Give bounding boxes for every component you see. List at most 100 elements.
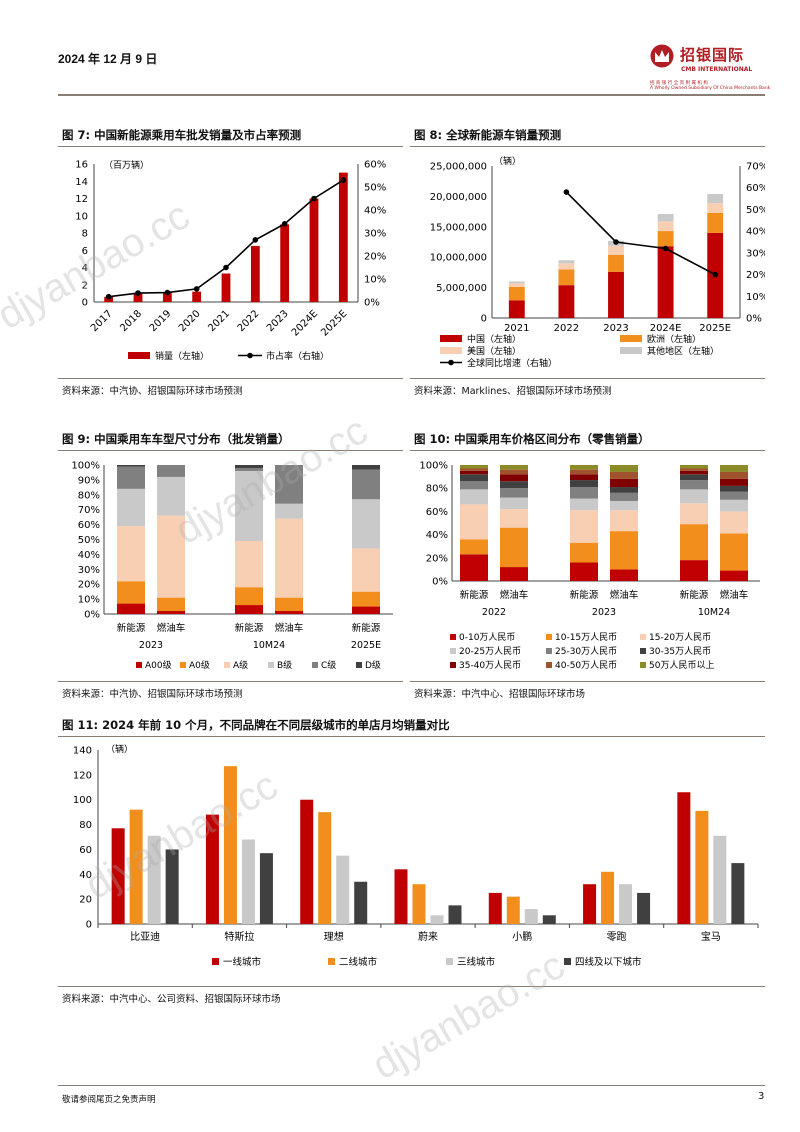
bar-segment bbox=[460, 468, 488, 471]
legend-swatch bbox=[450, 662, 456, 668]
bar-segment bbox=[610, 478, 638, 488]
bar-segment bbox=[720, 485, 748, 492]
bar-segment bbox=[508, 281, 525, 284]
bar-label: 新能源 bbox=[352, 622, 381, 634]
y-tick-label: 16 bbox=[75, 160, 88, 171]
x-tick-label: 小鹏 bbox=[512, 930, 532, 943]
bar-segment bbox=[570, 542, 598, 563]
y-tick-label: 20,000,000 bbox=[430, 192, 487, 203]
y-tick-label: 120 bbox=[73, 770, 92, 781]
bar bbox=[524, 909, 538, 924]
y-tick-label: 40 bbox=[79, 870, 92, 881]
group-label: 2025E bbox=[351, 640, 381, 651]
fig11-chart: 0 20 40 60 80 100 120 140 （辆） 比亚迪 特斯拉 理想 蔚来 小鹏 零跑 宝马一线城… bbox=[73, 743, 759, 968]
x-tick-label: 2022 bbox=[554, 323, 579, 334]
bar bbox=[192, 291, 202, 302]
x-tick-label: 宝马 bbox=[701, 930, 721, 943]
y-tick-label: 15,000,000 bbox=[430, 222, 487, 233]
legend-label: 三线城市 bbox=[457, 956, 496, 968]
logo-sub-cn: 招 商 银 行 全 资 附 属 机 构 bbox=[650, 81, 708, 86]
bar bbox=[695, 810, 709, 924]
y-tick-label: 0% bbox=[432, 577, 448, 588]
fig9-top-rule bbox=[58, 450, 403, 451]
legend-swatch bbox=[564, 958, 571, 965]
legend-swatch bbox=[440, 347, 462, 354]
legend-label: 四线及以下城市 bbox=[575, 956, 642, 968]
bar bbox=[309, 198, 319, 302]
legend-swatch bbox=[128, 352, 150, 359]
fig11-source: 资料来源：中汽中心、公司资料、招银国际环球市场 bbox=[62, 994, 281, 1005]
group-label: 2023 bbox=[592, 607, 616, 618]
fig11-bottom-rule bbox=[58, 986, 765, 987]
fig10-bottom-rule bbox=[410, 681, 765, 682]
bar-segment bbox=[570, 562, 598, 581]
legend-label: 全球同比增速（右轴） bbox=[467, 357, 557, 369]
bar-label: 新能源 bbox=[460, 589, 489, 601]
y-tick-label: 10,000,000 bbox=[430, 253, 487, 264]
share-point bbox=[340, 177, 347, 183]
bar-label: 新能源 bbox=[680, 589, 709, 601]
bar bbox=[601, 871, 615, 924]
group-label: 10M24 bbox=[698, 607, 730, 618]
bar-segment bbox=[610, 492, 638, 501]
bar-label: 燃油车 bbox=[720, 589, 749, 601]
bar-segment bbox=[500, 474, 528, 482]
bar-segment bbox=[610, 471, 638, 479]
bar-segment bbox=[352, 465, 380, 470]
cmbi-logo-icon bbox=[650, 44, 674, 68]
bar-label: 燃油车 bbox=[157, 622, 186, 634]
legend-swatch bbox=[312, 662, 318, 668]
legend-label: 市占率（右轴） bbox=[266, 350, 329, 362]
bar-segment bbox=[508, 300, 525, 318]
unit-label: （辆） bbox=[106, 743, 133, 755]
legend-swatch bbox=[440, 335, 462, 342]
bar-segment bbox=[352, 606, 380, 614]
bar-segment bbox=[720, 533, 748, 571]
group-label: 2022 bbox=[482, 607, 506, 618]
y-tick-label-right: 30% bbox=[746, 248, 765, 259]
bar-segment bbox=[500, 567, 528, 581]
bar bbox=[221, 273, 231, 302]
bar-segment bbox=[720, 465, 748, 472]
bar-segment bbox=[157, 465, 185, 477]
legend-label: 35-40万人民币 bbox=[459, 660, 521, 671]
bar-label: 燃油车 bbox=[610, 589, 639, 601]
y-tick-label-right: 50% bbox=[746, 205, 765, 216]
growth-point bbox=[712, 271, 718, 278]
legend-swatch bbox=[620, 347, 642, 354]
bar-segment bbox=[610, 510, 638, 532]
y-tick-label: 80% bbox=[426, 484, 448, 495]
fig9-bottom-rule bbox=[58, 681, 403, 682]
bar-segment bbox=[235, 540, 263, 588]
bar-segment bbox=[500, 469, 528, 475]
x-tick-label: 2022 bbox=[236, 308, 262, 334]
legend-swatch bbox=[446, 958, 453, 965]
bar-segment bbox=[720, 478, 748, 486]
bar bbox=[300, 799, 314, 924]
bar-segment bbox=[460, 474, 488, 482]
bar-segment bbox=[680, 489, 708, 504]
bar-label: 燃油车 bbox=[275, 622, 304, 634]
bar-segment bbox=[720, 570, 748, 581]
bar bbox=[448, 905, 462, 924]
legend-label: B级 bbox=[277, 659, 292, 671]
legend-swatch bbox=[180, 662, 186, 668]
bar bbox=[223, 766, 237, 924]
y-tick-label: 90% bbox=[78, 475, 100, 486]
y-tick-label: 10% bbox=[78, 595, 100, 606]
bar-segment bbox=[610, 500, 638, 511]
fig7-top-rule bbox=[58, 146, 403, 147]
y-tick-label: 50% bbox=[78, 535, 100, 546]
fig7-source: 资料来源：中汽协、招银国际环球市场预测 bbox=[62, 386, 243, 397]
bar-segment bbox=[117, 466, 145, 489]
bar-segment bbox=[460, 481, 488, 490]
bar-segment bbox=[275, 597, 303, 612]
bar-segment bbox=[157, 597, 185, 612]
y-tick-label: 40% bbox=[78, 550, 100, 561]
bar bbox=[488, 892, 502, 924]
bar-segment bbox=[352, 469, 380, 500]
bar-segment bbox=[610, 487, 638, 493]
fig8-top-rule bbox=[410, 146, 765, 147]
share-point bbox=[252, 237, 259, 243]
